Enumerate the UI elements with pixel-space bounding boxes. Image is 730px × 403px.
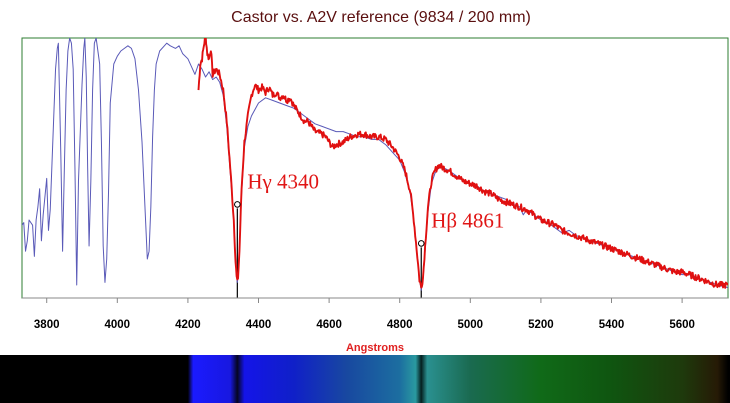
spectrum-strip	[0, 355, 730, 403]
x-tick-label: 4800	[387, 319, 413, 331]
x-tick-label: 4600	[316, 319, 342, 331]
series-lines	[22, 38, 728, 291]
absorption-marker-point	[417, 240, 425, 247]
x-tick-label: 5000	[458, 319, 484, 331]
x-tick-label: 5400	[599, 319, 625, 331]
x-tick-label: 4200	[175, 319, 201, 331]
x-axis-label: Angstroms	[346, 342, 404, 354]
observed-spectrum-line	[197, 38, 728, 289]
x-ticks: 3800 4000 4200 4400 4600 4800 5000 5200 5400 5600	[34, 298, 695, 331]
absorption-marker-point	[234, 201, 241, 208]
x-tick-label: 4000	[105, 319, 131, 331]
chart-title: Castor vs. A2V reference (9834 / 200 mm)	[231, 9, 531, 26]
annotations: Hγ 4340 Hβ 4861	[234, 169, 504, 247]
x-tick-label: 5200	[528, 319, 554, 331]
x-tick-label: 3800	[34, 319, 60, 331]
plot-area	[21, 37, 729, 299]
absorption-line-label: Hβ 4861	[431, 208, 504, 232]
absorption-line-label: Hγ 4340	[247, 169, 319, 193]
x-tick-label: 4400	[246, 319, 272, 331]
x-tick-label: 5600	[669, 319, 695, 331]
